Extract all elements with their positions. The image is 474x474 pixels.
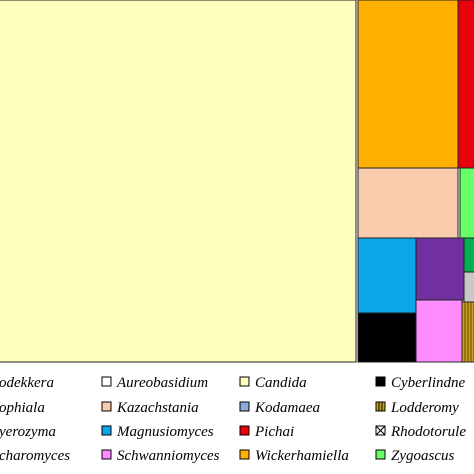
legend-swatch-wickerhamiella	[239, 449, 250, 460]
treemap-cell-kazachstania	[357, 167, 459, 239]
treemap-cell-magnusiomyces	[357, 237, 417, 314]
legend-label-cyberlindnera: Cyberlindne	[391, 375, 465, 391]
legend: odekkera Aureobasidium Candida Cyberlindne o…	[0, 375, 466, 464]
legend-swatch-cyberlindnera	[375, 376, 386, 387]
legend-label-rhodotorula: Rhodotorule	[390, 424, 466, 440]
legend-swatch-lodderomyces	[375, 401, 386, 412]
treemap-cell-candida	[0, 0, 357, 363]
legend-swatch-pichai	[239, 425, 250, 436]
legend-label-meyerozyma: yerozyma	[0, 424, 56, 440]
legend-swatch-schwanniomyces	[101, 449, 112, 460]
legend-label-pichai: Pichai	[254, 424, 294, 440]
legend-label-exophiala: ophiala	[0, 400, 45, 416]
treemap-cell-exophiala	[463, 271, 474, 303]
legend-swatch-kodamaea	[239, 401, 250, 412]
legend-swatch-zygoascus	[375, 449, 386, 460]
legend-label-kodamaea: Kodamaea	[254, 400, 320, 416]
legend-label-brettanomyces-dekkera: odekkera	[0, 375, 54, 391]
legend-label-zygoascus: Zygoascus	[391, 448, 454, 464]
legend-label-aureobasidium: Aureobasidium	[116, 375, 208, 391]
treemap-cell-wickerhamiella	[357, 0, 459, 169]
legend-swatch-pattern	[375, 425, 386, 436]
legend-label-kazachstania: Kazachstania	[116, 400, 199, 416]
legend-swatch-aureobasidium	[101, 376, 112, 387]
legend-swatch-magnusiomyces	[101, 425, 112, 436]
legend-label-saccharomyces: charomyces	[0, 448, 70, 464]
treemap-area	[0, 0, 474, 363]
treemap-cell-zygoascus	[459, 167, 474, 239]
legend-swatch-kazachstania	[101, 401, 112, 412]
legend-label-magnusiomyces: Magnusiomyces	[116, 424, 214, 440]
treemap-cell-schwanniomyces	[415, 299, 463, 363]
legend-label-schwanniomyces: Schwanniomyces	[117, 448, 220, 464]
legend-label-candida: Candida	[255, 375, 307, 391]
treemap-cell-purple	[415, 237, 465, 301]
legend-label-lodderomyces: Lodderomy	[390, 400, 459, 416]
treemap-cell-cyberlindnera	[357, 312, 417, 363]
treemap-cell-green	[463, 237, 474, 273]
treemap-cell-pichai	[457, 0, 474, 169]
legend-label-wickerhamiella: Wickerhamiella	[255, 448, 349, 464]
legend-swatch-candida	[239, 376, 250, 387]
